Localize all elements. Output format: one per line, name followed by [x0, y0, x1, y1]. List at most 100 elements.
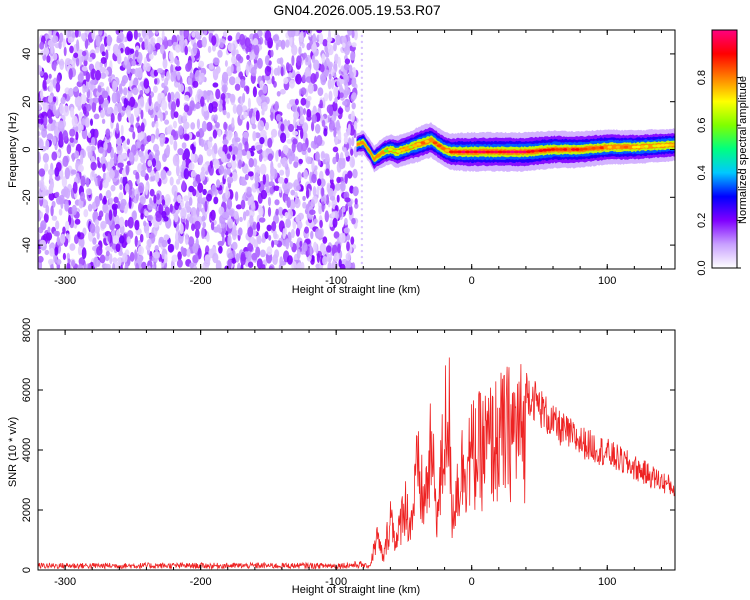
noise-blob — [227, 252, 234, 259]
noise-blob — [100, 57, 107, 64]
noise-blob — [115, 122, 120, 134]
noise-blob — [43, 72, 49, 81]
signal-core-mark — [404, 147, 409, 150]
noise-blob — [210, 209, 216, 221]
noise-blob — [62, 105, 70, 117]
noise-blob — [161, 30, 165, 41]
noise-blob — [44, 249, 50, 256]
noise-blob — [161, 199, 166, 206]
noise-blob — [199, 170, 206, 182]
noise-blob — [171, 254, 178, 263]
noise-blob — [318, 205, 322, 215]
noise-blob — [113, 105, 119, 116]
noise-blob — [353, 30, 358, 41]
noise-blob — [112, 235, 120, 245]
noise-blob — [323, 92, 329, 102]
noise-blob — [270, 111, 274, 122]
noise-blob — [138, 182, 145, 194]
noise-blob — [116, 37, 122, 44]
noise-blob — [256, 258, 263, 269]
noise-blob — [311, 114, 317, 124]
noise-blob — [115, 243, 121, 253]
noise-blob — [280, 39, 286, 50]
noise-blob — [129, 113, 135, 126]
noise-blob — [312, 33, 317, 45]
noise-blob — [191, 170, 196, 178]
noise-blob — [156, 193, 160, 201]
noise-blob — [204, 200, 208, 212]
noise-blob — [144, 38, 148, 51]
noise-blob — [159, 44, 165, 55]
noise-blob — [227, 42, 234, 52]
noise-blob — [84, 38, 89, 50]
noise-blob — [196, 39, 204, 49]
noise-blob — [172, 120, 178, 129]
noise-blob — [110, 112, 115, 124]
y-tick-label: -40 — [21, 237, 33, 253]
noise-blob — [222, 31, 228, 38]
noise-blob — [294, 191, 298, 199]
noise-blob — [124, 262, 129, 269]
noise-blob — [178, 83, 185, 93]
noise-blob — [303, 52, 307, 59]
noise-blob — [249, 215, 254, 226]
signal-core-mark — [432, 141, 438, 145]
noise-blob — [271, 221, 277, 232]
noise-blob — [38, 168, 46, 177]
noise-blob — [296, 262, 303, 269]
noise-blob — [291, 260, 297, 269]
noise-blob — [248, 157, 254, 168]
noise-blob — [99, 67, 107, 73]
noise-blob — [134, 105, 140, 118]
noise-blob — [153, 101, 161, 113]
noise-blob — [212, 82, 219, 88]
noise-blob — [208, 102, 214, 114]
noise-blob — [340, 180, 346, 192]
noise-blob — [77, 164, 84, 173]
noise-blob — [184, 45, 188, 56]
noise-blob — [272, 34, 279, 42]
noise-blob — [112, 80, 118, 93]
noise-blob — [338, 209, 342, 218]
noise-blob — [117, 112, 122, 122]
noise-blob — [200, 138, 204, 148]
noise-blob — [88, 56, 93, 63]
signal-core-mark — [453, 150, 458, 154]
noise-blob — [252, 158, 258, 167]
noise-blob — [45, 204, 50, 215]
noise-blob — [174, 57, 178, 64]
noise-blob — [347, 30, 353, 36]
noise-blob — [103, 141, 108, 151]
noise-blob — [161, 210, 167, 219]
noise-blob — [333, 72, 337, 79]
noise-blob — [117, 200, 121, 209]
noise-blob — [72, 86, 79, 92]
noise-blob — [211, 35, 217, 46]
noise-blob — [234, 191, 239, 202]
noise-blob — [237, 262, 241, 269]
noise-blob — [89, 223, 96, 234]
noise-blob — [281, 156, 288, 168]
noise-blob — [44, 48, 50, 56]
noise-blob — [38, 104, 42, 110]
noise-blob — [226, 168, 231, 176]
noise-blob — [191, 31, 196, 38]
noise-blob — [332, 146, 339, 153]
noise-edge-dot — [360, 52, 364, 56]
noise-blob — [235, 53, 242, 61]
signal-core-mark — [465, 150, 470, 154]
noise-blob — [141, 261, 147, 269]
noise-blob — [235, 204, 242, 210]
noise-blob — [132, 131, 136, 140]
noise-blob — [297, 212, 304, 220]
noise-blob — [195, 131, 201, 138]
noise-blob — [334, 136, 339, 146]
noise-blob — [114, 223, 121, 230]
noise-blob — [153, 50, 158, 56]
noise-blob — [343, 135, 348, 145]
noise-blob — [80, 33, 86, 40]
noise-blob — [135, 262, 139, 269]
noise-blob — [179, 222, 184, 235]
noise-blob — [148, 94, 152, 107]
noise-blob — [201, 207, 206, 216]
